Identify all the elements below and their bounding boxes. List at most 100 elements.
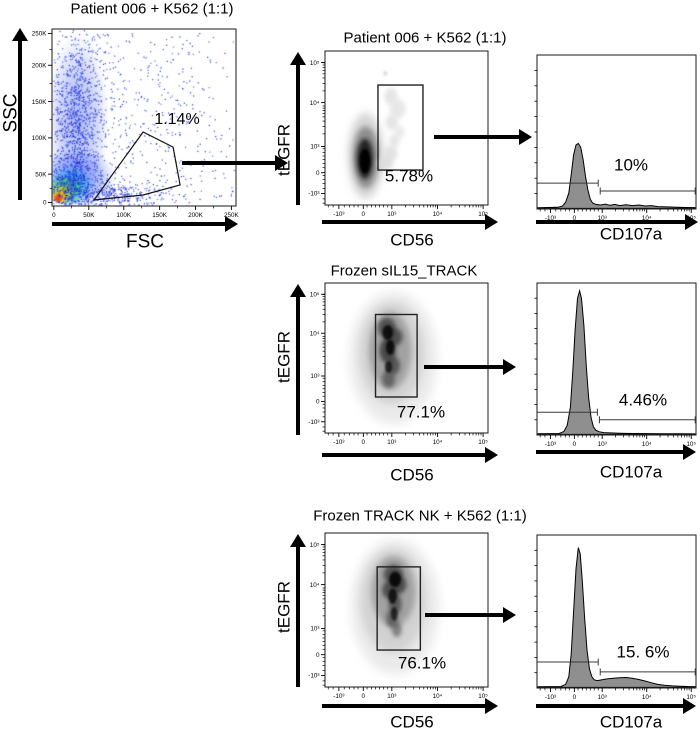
panel-border: [536, 534, 697, 689]
histogram-curve: [537, 288, 696, 435]
arrow-head-icon: [12, 28, 28, 41]
y-tick-label: 10⁴: [310, 330, 320, 337]
arrow-head-icon: [485, 698, 498, 714]
arrow-head-icon: [685, 214, 698, 230]
density-blob: [385, 340, 395, 355]
x-tick-label: -10³: [545, 215, 556, 222]
y-tick-label: 50K: [35, 171, 47, 178]
panel-fsc-ssc-scatter: 0 50K 100K 150K 200K 250K 0 50K 100K 150K 200K 250K: [32, 28, 240, 219]
ssc-axis-arrow: [12, 28, 28, 200]
arrow-head-icon: [503, 607, 516, 623]
flow-arrow-density1-to-hist1: [434, 129, 532, 145]
x-tick-label: -10³: [333, 439, 344, 446]
x-tick-label: 0: [573, 694, 577, 701]
arrow-line: [536, 219, 687, 225]
gate-pct-hist-2: 4.46%: [618, 390, 668, 410]
cd56-axis-arrow-3: [322, 698, 498, 714]
histogram-curve: [537, 547, 696, 688]
x-tick-label: 10³: [387, 439, 396, 446]
arrow-line: [17, 39, 23, 200]
flow-arrow-density3-to-hist3: [425, 607, 516, 623]
x-tick-label: 150K: [152, 212, 168, 219]
arrow-line: [424, 364, 505, 370]
arrow-line: [295, 295, 301, 435]
panel-title-density-1: Patient 006 + K562 (1:1): [343, 29, 507, 47]
fsc-axis-label: FSC: [126, 231, 164, 253]
panel-cd107a-hist-2: -10³ 0 10³ 10⁴ 10⁵: [534, 282, 697, 448]
x-tick-label: -10³: [545, 441, 556, 448]
x-tick-label: -10³: [333, 211, 344, 218]
cd107a-axis-arrow-1: [536, 214, 698, 230]
y-tick-label: 10⁵: [310, 60, 320, 67]
panel-cd56-tegfr-density-2: -10³ 0 10³ 10⁴ 10⁵ -10³ 0 10³ 10⁴ 10⁵: [308, 282, 489, 446]
cd107a-axis-label-3: CD107a: [599, 712, 663, 732]
density-blob: [382, 370, 396, 388]
tegfr-axis-label-1: tEGFR: [274, 124, 294, 176]
x-tick-label: 0: [362, 439, 366, 446]
x-tick-label: 10⁵: [478, 211, 488, 218]
x-tick-label: -10³: [333, 693, 344, 700]
panel-border: [324, 282, 489, 434]
x-tick-label: 250K: [224, 212, 240, 219]
x-tick-label: 0: [362, 693, 366, 700]
flow-arrow-scatter-to-density: [182, 155, 288, 171]
panel-title-density-2: Frozen sIL15_TRACK: [330, 262, 478, 280]
arrow-head-icon: [290, 52, 306, 65]
panel-cd107a-hist-3: -10³ 0 10³ 10⁴ 10⁵: [534, 534, 697, 701]
tegfr-axis-arrow-1: [290, 52, 306, 205]
arrow-head-icon: [225, 216, 238, 232]
y-tick-label: 150K: [32, 99, 48, 106]
y-tick-label: 0: [316, 170, 320, 177]
arrow-head-icon: [275, 155, 288, 171]
density-gate: [376, 566, 422, 651]
y-tick-label: -10³: [308, 673, 319, 680]
x-tick-label: 10³: [598, 694, 607, 701]
density-blob: [391, 621, 402, 637]
density-blob: [377, 156, 394, 170]
arrow-line: [295, 63, 301, 205]
gate-pct-scatter: 1.14%: [154, 111, 200, 128]
cd107a-axis-label-2: CD107a: [599, 462, 663, 482]
x-tick-label: 10⁴: [642, 694, 652, 701]
fsc-ssc-dot-plot: [52, 29, 236, 206]
density-gate: [377, 84, 424, 171]
y-tick-label: 0: [43, 200, 47, 207]
density-blob: [391, 606, 398, 621]
tegfr-axis-arrow-2: [290, 284, 306, 435]
y-tick-label: 10⁵: [310, 291, 320, 298]
panel-cd56-tegfr-density-3: -10³ 0 10³ 10⁴ 10⁵ -10³ 0 10³ 10⁴ 10⁵: [308, 532, 489, 700]
histogram-curve: [537, 142, 696, 209]
y-tick-label: 0: [316, 399, 320, 406]
arrow-head-icon: [519, 129, 532, 145]
panel-cd56-tegfr-density-1: -10³ 0 10³ 10⁴ 10⁵ -10³ 0 10³ 10⁴ 10⁵: [308, 50, 489, 218]
x-tick-label: 200K: [188, 212, 204, 219]
arrow-head-icon: [290, 534, 306, 547]
y-tick-label: 0: [316, 652, 320, 659]
y-tick-label: -10³: [308, 191, 319, 198]
x-tick-label: 10⁴: [433, 439, 443, 446]
cd107a-axis-arrow-3: [536, 698, 696, 714]
x-tick-label: 10⁵: [478, 439, 488, 446]
gate-pct-hist-3: 15. 6%: [616, 642, 670, 662]
arrow-line: [434, 134, 521, 140]
panel-border: [51, 28, 237, 207]
ssc-axis-label: SSC: [0, 93, 22, 133]
arrow-line: [536, 449, 685, 455]
x-tick-label: -10³: [545, 694, 556, 701]
x-tick-label: 10⁴: [642, 441, 652, 448]
cd56-axis-label-3: CD56: [390, 712, 434, 732]
x-tick-label: 10³: [598, 441, 607, 448]
x-tick-label: 50K: [83, 212, 95, 219]
arrow-head-icon: [683, 698, 696, 714]
density-blob: [389, 134, 400, 149]
gate-pct-hist-1: 10%: [613, 155, 649, 175]
y-tick-label: 10³: [310, 373, 319, 380]
gate-pct-density-3: 76.1%: [397, 653, 447, 673]
density-blob: [382, 325, 393, 340]
x-tick-label: 0: [52, 212, 56, 219]
arrow-line: [182, 160, 277, 166]
y-tick-label: 200K: [32, 62, 48, 69]
panel-title-scatter: Patient 006 + K562 (1:1): [70, 0, 234, 18]
density-blob: [383, 70, 388, 76]
